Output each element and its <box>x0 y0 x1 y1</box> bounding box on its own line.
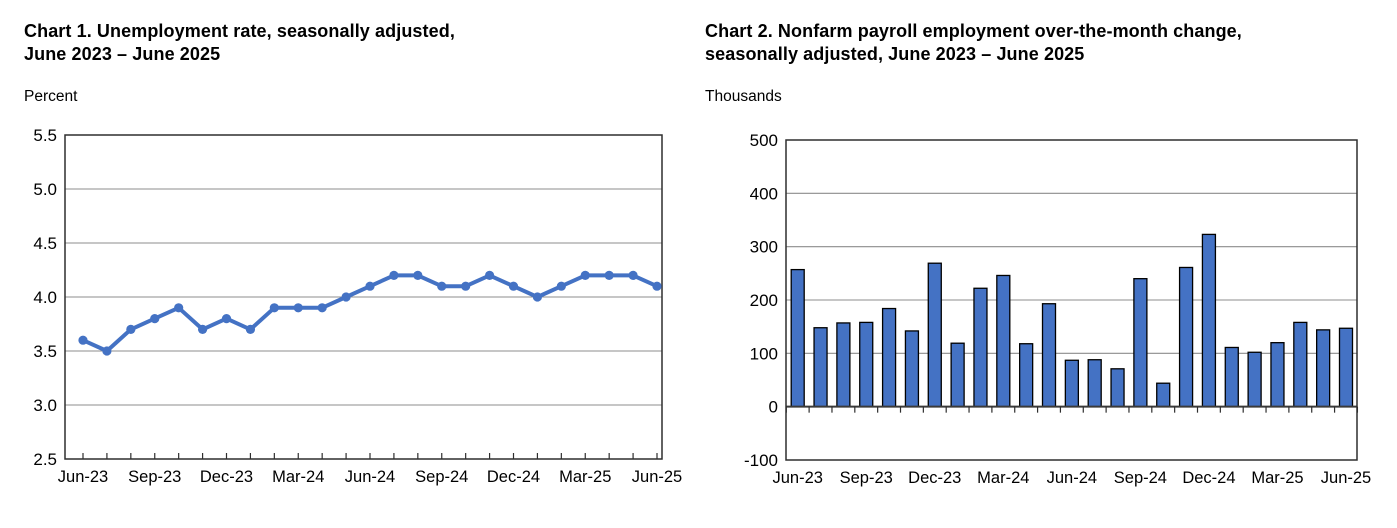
x-tick-label: Mar-24 <box>272 468 324 486</box>
y-tick-label: 500 <box>750 131 778 150</box>
data-point-Oct-24 <box>461 281 471 291</box>
bar-May-24 <box>1041 303 1057 408</box>
data-point-Mar-25 <box>580 270 590 280</box>
y-tick-label: 0 <box>769 398 778 417</box>
x-tick-label: Sep-24 <box>415 468 468 486</box>
bar-Mar-25 <box>1270 342 1285 408</box>
data-point-Jul-23 <box>102 346 112 356</box>
bar-Apr-24 <box>1019 343 1034 408</box>
bar-Nov-23 <box>904 330 920 408</box>
y-tick-label: 2.5 <box>33 450 57 469</box>
data-point-Feb-24 <box>269 303 279 313</box>
bar-Nov-24 <box>1178 266 1194 408</box>
bar-Feb-24 <box>973 287 988 408</box>
chart1-title-line1: Chart 1. Unemployment rate, seasonally a… <box>24 21 455 41</box>
y-tick-label: 3.5 <box>33 342 57 361</box>
bar-Jun-24 <box>1064 359 1080 408</box>
x-tick-label: Mar-25 <box>1251 469 1303 487</box>
x-tick-label: Dec-24 <box>487 468 540 486</box>
data-point-May-24 <box>341 292 351 302</box>
x-tick-label: Mar-25 <box>559 468 611 486</box>
bar-Aug-23 <box>836 322 851 408</box>
bar-May-25 <box>1316 329 1331 408</box>
data-point-Jan-25 <box>532 292 543 302</box>
data-point-Jun-25 <box>652 281 662 291</box>
x-tick-label: Dec-24 <box>1182 469 1235 487</box>
data-point-Nov-23 <box>197 324 208 334</box>
plot-border <box>64 134 663 460</box>
y-tick-label: 5.5 <box>33 126 57 145</box>
data-point-Jan-24 <box>245 324 256 334</box>
data-point-Apr-25 <box>604 270 614 280</box>
bar-Jun-23 <box>790 268 805 408</box>
data-point-Jun-23 <box>78 335 88 345</box>
data-point-Mar-24 <box>293 303 303 313</box>
data-point-Nov-24 <box>484 270 495 280</box>
data-point-May-25 <box>628 270 638 280</box>
bar-Jun-25 <box>1338 327 1354 408</box>
bar-Oct-24 <box>1156 382 1171 408</box>
chart1-panel: Chart 1. Unemployment rate, seasonally a… <box>0 0 697 528</box>
bar-Feb-25 <box>1247 351 1262 408</box>
x-tick-label: Sep-24 <box>1114 469 1167 487</box>
data-point-Sep-23 <box>150 314 160 324</box>
chart2-unit-label: Thousands <box>705 88 782 105</box>
chart2-title-line2: seasonally adjusted, June 2023 – June 20… <box>705 44 1085 64</box>
bar-Sep-24 <box>1133 278 1148 408</box>
bar-Oct-23 <box>881 307 897 408</box>
y-tick-label: 300 <box>750 238 778 257</box>
y-tick-label: 200 <box>750 291 778 310</box>
chart2-panel: Chart 2. Nonfarm payroll employment over… <box>697 0 1397 528</box>
chart1-title: Chart 1. Unemployment rate, seasonally a… <box>24 20 455 66</box>
bar-Jul-24 <box>1087 359 1102 408</box>
bar-Apr-25 <box>1293 321 1308 408</box>
x-tick-label: Jun-24 <box>345 468 395 486</box>
data-point-Sep-24 <box>437 281 447 291</box>
bar-Jan-25 <box>1224 346 1239 408</box>
y-tick-label: 400 <box>750 184 778 203</box>
x-tick-label: Sep-23 <box>128 468 181 486</box>
chart2-title-line1: Chart 2. Nonfarm payroll employment over… <box>705 21 1242 41</box>
x-tick-label: Jun-23 <box>58 468 108 486</box>
chart2-title: Chart 2. Nonfarm payroll employment over… <box>705 20 1242 66</box>
bar-Sep-23 <box>859 321 874 408</box>
data-point-Jul-24 <box>389 270 399 280</box>
y-tick-label: 100 <box>750 344 778 363</box>
y-tick-label: 4.0 <box>33 288 57 307</box>
data-point-Apr-24 <box>317 303 327 313</box>
x-tick-label: Jun-24 <box>1047 469 1097 487</box>
data-point-Dec-24 <box>508 281 519 291</box>
x-tick-label: Jun-25 <box>1321 469 1371 487</box>
data-point-Jun-24 <box>365 281 375 291</box>
chart1-title-line2: June 2023 – June 2025 <box>24 44 221 64</box>
y-tick-label: -100 <box>744 451 778 470</box>
x-tick-label: Sep-23 <box>840 469 893 487</box>
y-tick-label: 5.0 <box>33 180 57 199</box>
data-point-Aug-24 <box>413 270 423 280</box>
bar-Jan-24 <box>950 342 965 408</box>
data-point-Dec-23 <box>221 314 232 324</box>
x-tick-label: Dec-23 <box>200 468 253 486</box>
y-tick-label: 3.0 <box>33 396 57 415</box>
data-point-Feb-25 <box>556 281 566 291</box>
plot-border <box>785 139 1358 461</box>
bar-Mar-24 <box>996 274 1011 408</box>
x-tick-label: Jun-25 <box>632 468 682 486</box>
x-tick-label: Dec-23 <box>908 469 961 487</box>
bar-Aug-24 <box>1110 368 1125 408</box>
data-point-Oct-23 <box>174 303 184 313</box>
y-tick-label: 4.5 <box>33 234 57 253</box>
x-tick-label: Mar-24 <box>977 469 1029 487</box>
bar-Dec-24 <box>1201 233 1217 408</box>
x-tick-label: Jun-23 <box>772 469 822 487</box>
bar-Jul-23 <box>813 327 828 408</box>
chart1-unit-label: Percent <box>24 88 78 105</box>
bar-Dec-23 <box>927 262 942 408</box>
data-point-Aug-23 <box>126 324 136 334</box>
